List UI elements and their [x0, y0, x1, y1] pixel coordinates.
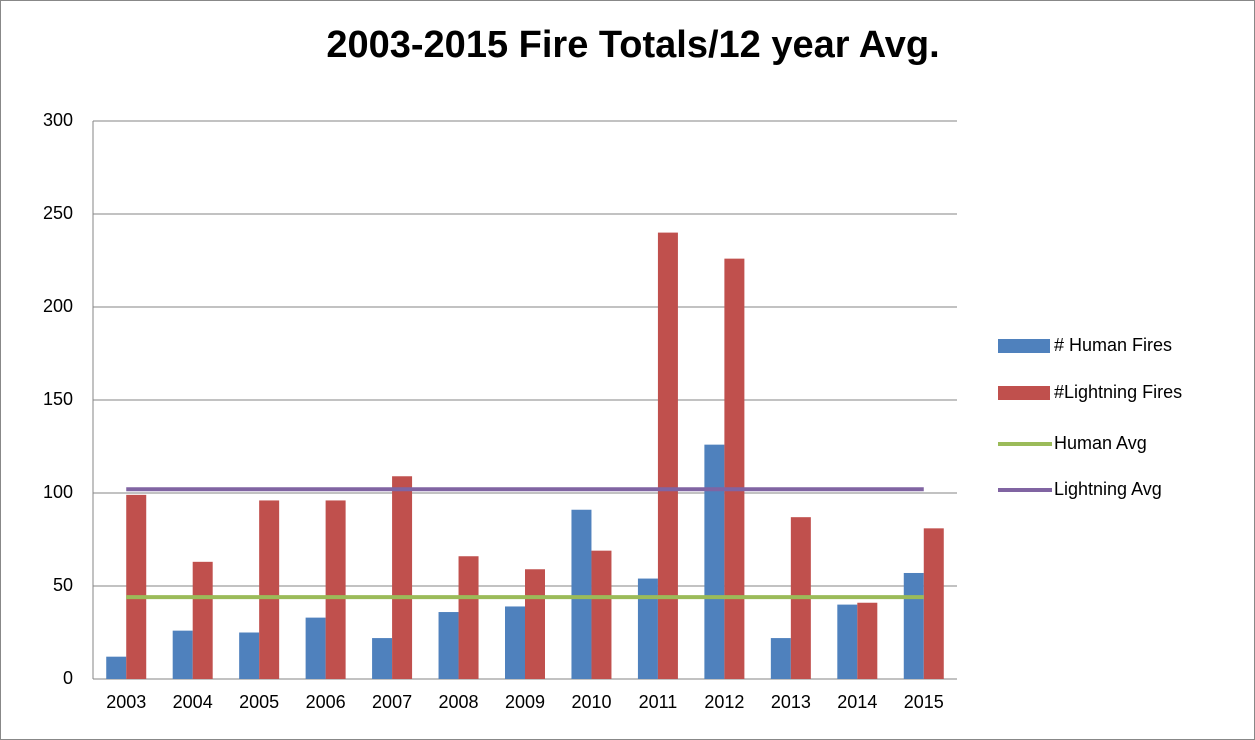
x-tick-label: 2005	[239, 692, 279, 712]
y-tick-label: 50	[53, 575, 73, 595]
x-tick-label: 2015	[904, 692, 944, 712]
y-tick-label: 200	[43, 296, 73, 316]
legend-label: # Human Fires	[1054, 335, 1172, 355]
x-tick-label: 2003	[106, 692, 146, 712]
bar	[525, 569, 545, 679]
x-tick-label: 2013	[771, 692, 811, 712]
legend-label: Lightning Avg	[1054, 479, 1162, 499]
bar	[571, 509, 592, 679]
x-tick-label: 2012	[704, 692, 744, 712]
bar	[923, 528, 944, 679]
bar	[106, 656, 127, 679]
bar	[724, 258, 745, 679]
bar	[192, 561, 213, 679]
x-tick-label: 2007	[372, 692, 412, 712]
bar	[770, 638, 791, 679]
x-tick-label: 2014	[837, 692, 877, 712]
y-tick-label: 150	[43, 389, 73, 409]
legend-swatch	[998, 386, 1050, 400]
bar	[172, 630, 193, 679]
legend-swatch	[998, 339, 1050, 353]
bar	[857, 602, 878, 679]
legend-label: Human Avg	[1054, 433, 1147, 453]
y-tick-label: 0	[63, 668, 73, 688]
chart-title: 2003-2015 Fire Totals/12 year Avg.	[326, 24, 939, 66]
legend-label: #Lightning Fires	[1054, 382, 1182, 402]
bar	[903, 572, 924, 679]
x-tick-label: 2010	[571, 692, 611, 712]
y-tick-label: 100	[43, 482, 73, 502]
bar	[305, 617, 326, 679]
bar	[837, 604, 858, 679]
x-tick-label: 2006	[306, 692, 346, 712]
y-tick-label: 250	[43, 203, 73, 223]
bar	[325, 500, 346, 679]
bar	[239, 632, 260, 679]
bar	[259, 500, 280, 679]
x-tick-label: 2011	[639, 692, 678, 712]
bar	[657, 232, 678, 679]
bar	[438, 612, 459, 679]
x-tick-label: 2008	[439, 692, 479, 712]
x-tick-label: 2009	[505, 692, 545, 712]
bar	[591, 550, 612, 679]
bar	[458, 556, 479, 679]
y-tick-label: 300	[43, 110, 73, 130]
bar	[372, 638, 393, 679]
bar	[637, 578, 658, 679]
bar	[126, 494, 147, 679]
bar	[505, 606, 525, 679]
bar	[392, 476, 413, 679]
x-tick-label: 2004	[173, 692, 213, 712]
bar	[704, 444, 725, 679]
